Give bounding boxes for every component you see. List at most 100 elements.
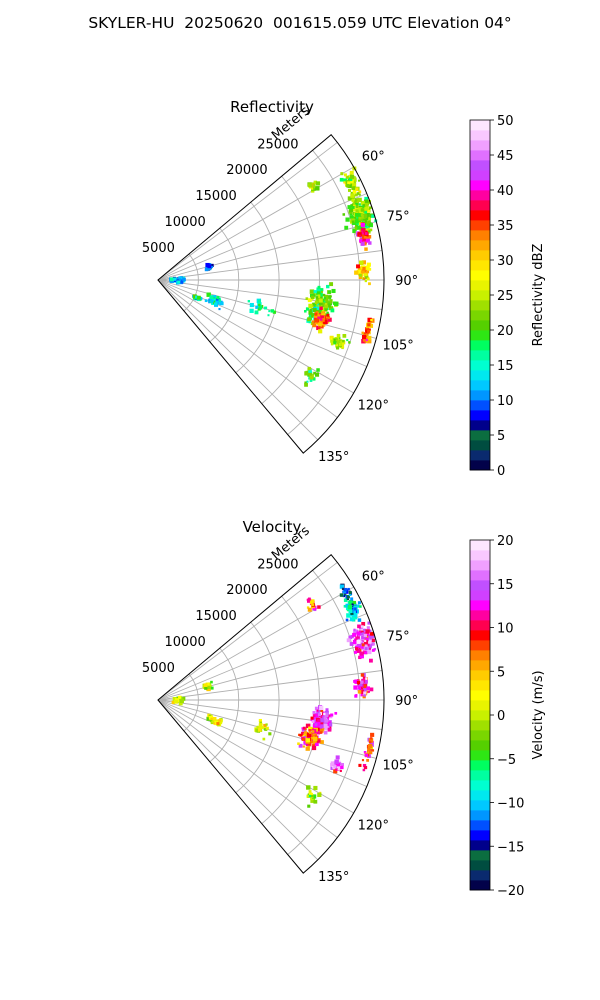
echo-pixel <box>364 220 368 223</box>
colorbar-tick-label: 25 <box>497 289 514 304</box>
echo-pixel <box>258 728 262 732</box>
echo-pixel <box>302 726 306 730</box>
echo-pixel <box>366 758 370 762</box>
echo-pixel <box>351 603 354 606</box>
echo-pixel <box>257 299 261 303</box>
echo-pixel <box>319 317 323 321</box>
echo-pixel <box>347 181 351 185</box>
echo-pixel <box>368 241 372 245</box>
echo-pixel <box>319 306 323 311</box>
echo-pixel <box>308 313 313 317</box>
echo-pixel <box>361 260 367 265</box>
echo-pixel <box>365 629 370 634</box>
echo-pixel <box>364 279 368 283</box>
echo-pixel <box>368 282 371 286</box>
echo-pixel <box>367 335 372 341</box>
echo-pixel <box>217 719 222 723</box>
echo-pixel <box>342 213 346 216</box>
echo-pixel <box>316 368 320 372</box>
echo-pixel <box>368 636 372 639</box>
echo-pixel <box>355 647 359 651</box>
azimuth-gridline <box>157 613 367 701</box>
echo-pixel <box>343 593 347 597</box>
echo-pixel <box>309 308 313 312</box>
echo-pixel <box>354 650 357 654</box>
echo-pixel <box>365 235 369 239</box>
echo-pixel <box>326 284 330 289</box>
echo-pixel <box>357 642 361 647</box>
echo-pixel <box>349 642 354 646</box>
echo-pixel <box>355 205 359 209</box>
range-ring <box>209 227 240 343</box>
echo-pixel <box>329 282 334 287</box>
colorbar-segment <box>470 570 490 581</box>
echo-pixel <box>358 275 363 280</box>
echo-pixel <box>335 344 340 348</box>
echo-pixel <box>171 700 175 705</box>
echo-pixel <box>352 632 357 637</box>
colorbar-segment <box>470 120 490 131</box>
echo-pixel <box>177 695 182 700</box>
azimuth-tick-label: 120° <box>358 398 389 413</box>
echo-pixel <box>320 317 325 322</box>
echo-pixel <box>302 734 305 738</box>
echo-pixel <box>368 750 373 755</box>
colorbar-tick-label: 0 <box>497 709 505 724</box>
echo-pixel <box>255 306 258 309</box>
echo-pixel <box>356 200 359 203</box>
echo-pixel <box>343 587 348 592</box>
echo-pixel <box>301 737 306 741</box>
echo-pixel <box>328 722 333 727</box>
echo-pixel <box>265 726 269 730</box>
echo-pixel <box>363 277 366 280</box>
colorbar-segment <box>470 430 490 441</box>
azimuth-gridline <box>157 279 338 418</box>
echo-pixel <box>264 306 268 310</box>
colorbar-segment <box>470 340 490 351</box>
azimuth-gridline <box>157 142 338 281</box>
echo-pixel <box>349 215 354 219</box>
colorbar-segment <box>470 210 490 221</box>
echo-pixel <box>316 730 321 735</box>
echo-pixel <box>362 237 366 241</box>
echo-pixel <box>324 307 328 312</box>
echo-pixel <box>307 298 312 303</box>
echo-pixel <box>365 238 370 243</box>
echo-pixel <box>311 187 314 190</box>
echo-pixel <box>364 677 368 681</box>
echo-pixel <box>258 726 262 730</box>
echo-pixel <box>364 269 368 273</box>
echo-pixel <box>320 715 324 720</box>
echo-pixel <box>308 794 312 798</box>
echo-pixel <box>324 718 329 723</box>
echo-pixel <box>323 723 328 728</box>
echo-pixel <box>310 736 313 740</box>
sector-frame <box>157 134 385 454</box>
echo-pixel <box>359 605 362 608</box>
echo-pixel <box>366 686 370 691</box>
echo-pixel <box>319 731 323 734</box>
echo-pixel <box>361 621 366 626</box>
echo-pixel <box>335 346 340 350</box>
echo-pixel <box>353 685 358 690</box>
echo-pixel <box>364 644 368 648</box>
echo-pixel <box>325 299 329 304</box>
colorbar-segment <box>470 290 490 301</box>
echo-pixel <box>367 235 372 239</box>
colorbar-segment <box>470 630 490 641</box>
echo-pixel <box>319 724 324 729</box>
echo-pixel <box>214 721 219 726</box>
echo-pixel <box>361 643 365 647</box>
azimuth-tick-label: 75° <box>387 630 410 645</box>
echo-pixel <box>355 187 359 191</box>
echo-pixel <box>368 223 373 228</box>
echo-pixel <box>255 728 260 733</box>
colorbar-segment <box>470 640 490 651</box>
colorbar-segment <box>470 200 490 211</box>
echo-pixel <box>347 205 352 210</box>
echo-pixel <box>318 322 322 327</box>
echo-pixel <box>369 687 374 692</box>
echo-pixel <box>308 310 313 315</box>
echo-pixel <box>326 311 329 315</box>
